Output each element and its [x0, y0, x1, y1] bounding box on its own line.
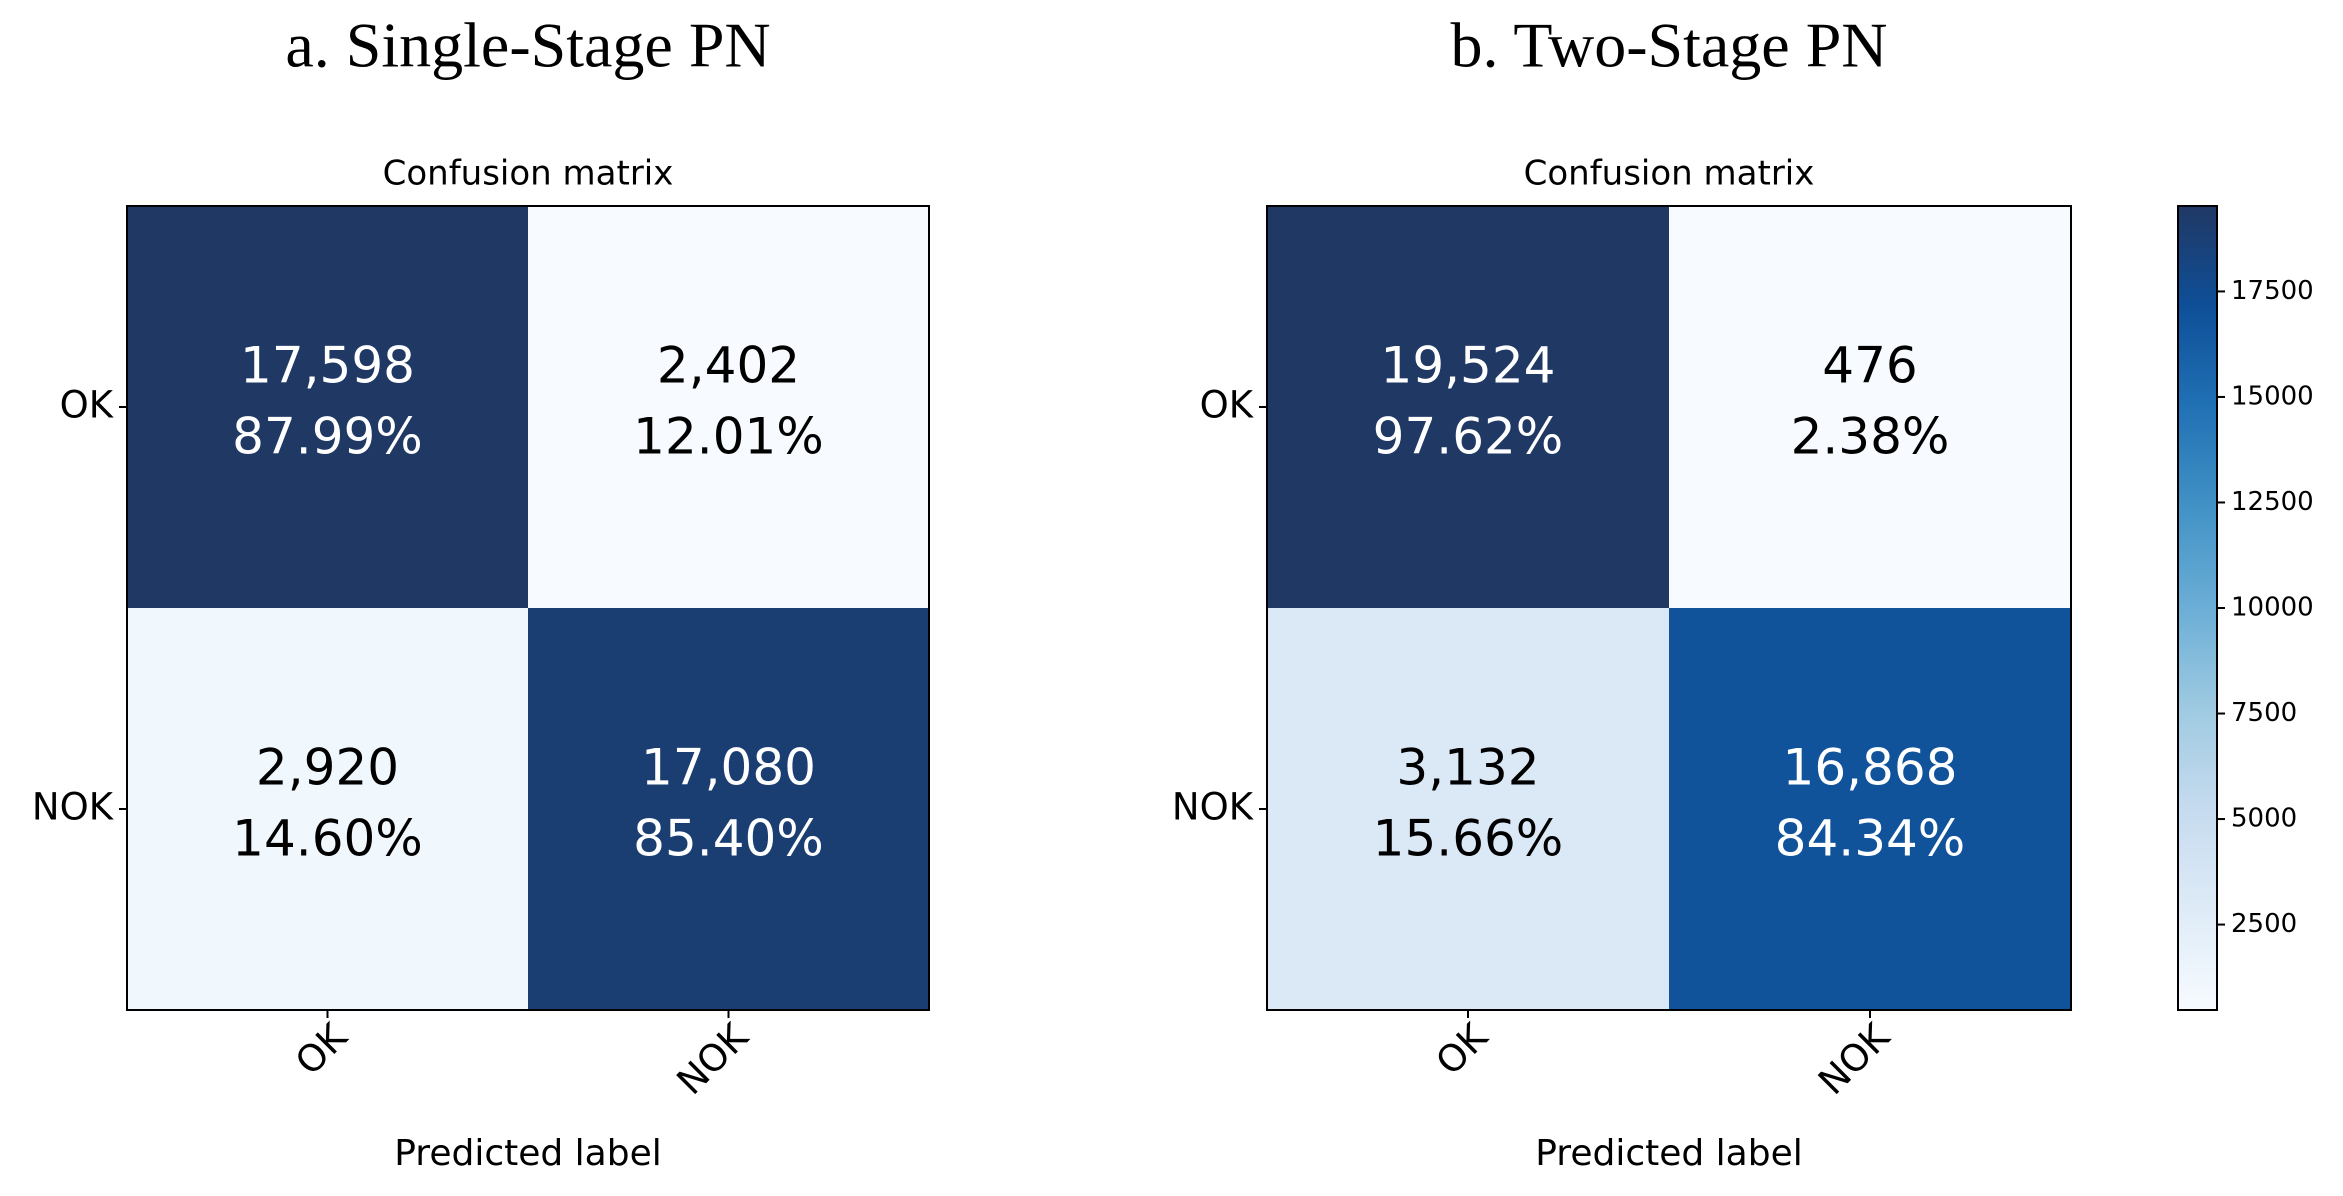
cell-percent: 14.60% — [232, 810, 423, 868]
chart-title: Confusion matrix — [1524, 154, 1815, 194]
x-axis-label: Predicted label — [394, 1133, 662, 1174]
x-axis-label: Predicted label — [1535, 1133, 1803, 1174]
y-tick-label: OK — [1200, 384, 1255, 427]
y-tick-label: NOK — [32, 786, 115, 829]
plot-frame — [1266, 205, 2072, 1011]
heatmap-cell — [127, 206, 528, 608]
plot-frame — [126, 205, 930, 1011]
cell-count: 476 — [1822, 337, 1917, 395]
cell-count: 2,920 — [256, 739, 399, 797]
panel-title: a. Single-Stage PN — [285, 10, 770, 81]
heatmap-cell — [1669, 608, 2071, 1010]
y-tick-label: NOK — [1172, 786, 1255, 829]
colorbar-tick-label: 17500 — [2231, 276, 2314, 306]
cell-count: 16,868 — [1783, 739, 1958, 797]
panel-title: b. Two-Stage PN — [1451, 10, 1888, 81]
cell-count: 3,132 — [1396, 739, 1539, 797]
cell-percent: 84.34% — [1775, 810, 1966, 868]
y-tick-label: OK — [60, 384, 115, 427]
cell-percent: 85.40% — [633, 810, 824, 868]
heatmap-cell — [1267, 608, 1669, 1010]
cell-percent: 97.62% — [1373, 408, 1564, 466]
heatmap-cell — [1669, 206, 2071, 608]
x-tick-label: OK — [287, 1014, 356, 1083]
colorbar-tick-label: 7500 — [2231, 698, 2297, 728]
cell-percent: 2.38% — [1791, 408, 1950, 466]
x-tick-label: OK — [1428, 1014, 1497, 1083]
cell-percent: 87.99% — [232, 408, 423, 466]
cell-count: 2,402 — [657, 337, 800, 395]
x-tick-label: NOK — [1810, 1014, 1899, 1103]
colorbar-tick-label: 2500 — [2231, 909, 2297, 939]
cell-count: 17,080 — [641, 739, 816, 797]
x-tick-label: NOK — [669, 1014, 758, 1103]
heatmap-cell — [127, 608, 528, 1010]
cell-percent: 12.01% — [633, 408, 824, 466]
heatmap-cell — [1267, 206, 1669, 608]
colorbar-tick-label: 10000 — [2231, 593, 2314, 623]
colorbar-tick-label: 12500 — [2231, 487, 2314, 517]
cell-percent: 15.66% — [1373, 810, 1564, 868]
cell-count: 17,598 — [240, 337, 415, 395]
heatmap-cell — [528, 206, 929, 608]
cell-count: 19,524 — [1381, 337, 1556, 395]
colorbar-tick-label: 5000 — [2231, 804, 2297, 834]
colorbar — [2177, 205, 2218, 1011]
chart-title: Confusion matrix — [383, 154, 674, 194]
heatmap-cell — [528, 608, 929, 1010]
colorbar-tick-label: 15000 — [2231, 381, 2314, 411]
